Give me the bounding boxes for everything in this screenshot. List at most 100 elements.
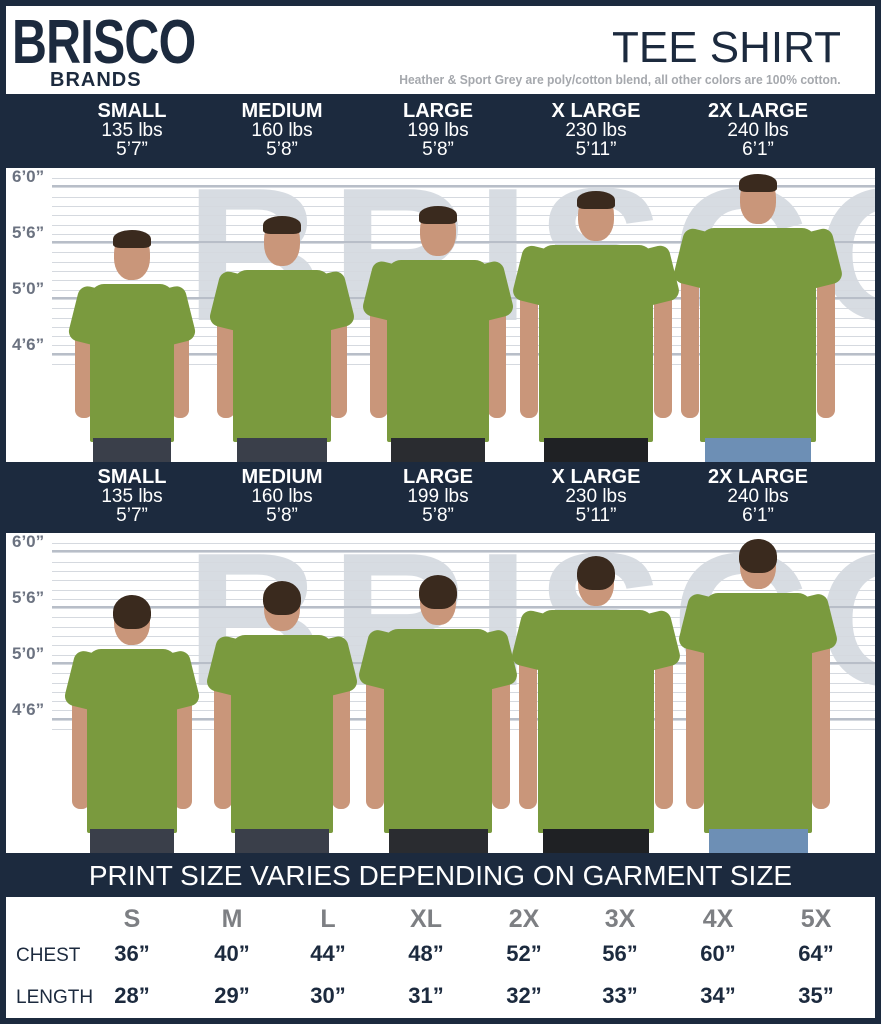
measurement-cell: 40” [214,941,250,966]
ruler-major-line [52,241,875,243]
measurement-cell: 64” [798,941,834,966]
hair [419,575,457,609]
size-header: XL [410,905,442,933]
tee-shirt [704,593,812,833]
arm [216,308,235,418]
model-size-label: 2X LARGE 240 lbs 6’1” [683,101,833,160]
ruler-line [52,206,875,207]
tee-shirt [384,629,492,833]
model-height: 6’1” [742,505,774,526]
ruler-line [52,562,875,563]
header: BRISCO BRANDS TEE SHIRT Heather & Sport … [6,6,875,94]
size-header: S [123,905,141,933]
hair [419,206,457,224]
model-weight: 240 lbs [727,120,789,141]
tee-shirt [538,610,654,833]
measurement-cell: 60” [700,941,736,966]
arm [812,631,830,809]
size-name: 2X LARGE [707,466,809,488]
size-name: LARGE [403,466,473,488]
brisco-brands-logo: BRISCO BRANDS [12,12,196,92]
measurement-cell: 36” [114,941,150,966]
pants [543,829,649,853]
hair [113,595,151,629]
arm [71,687,90,809]
arm [520,283,539,418]
size-name: X LARGE [551,466,641,488]
ruler-line [52,627,875,628]
hair [577,556,615,590]
arm [488,298,507,418]
pants [235,829,329,853]
size-header: 5X [800,905,832,933]
measurement-cell: 29” [214,983,250,1008]
arm [170,322,189,418]
ruler-line [52,187,875,188]
ruler-line [52,243,875,244]
measurement-cell: 44” [310,941,346,966]
model-figure [360,206,516,462]
arm [519,648,538,809]
pants [388,829,488,853]
model-height: 6’1” [742,139,774,160]
ruler-line [52,580,875,581]
ruler-line [52,590,875,591]
hair [739,539,777,573]
hair [113,230,151,248]
model-weight: 135 lbs [101,486,163,507]
ruler-line [52,178,875,179]
model-figure [676,539,840,853]
ruler-line [52,617,875,618]
pants [705,438,811,462]
model-weight: 199 lbs [407,486,469,507]
size-name: SMALL [97,100,167,122]
arm [653,283,672,418]
model-height: 5’8” [422,139,454,160]
model-weight: 199 lbs [407,120,469,141]
model-height: 5’7” [116,139,148,160]
measurement-cell: 28” [114,983,150,1008]
ruler-label: 4’6” [12,335,45,354]
pants [391,438,485,462]
tee-shirt [700,228,816,442]
model-size-label: X LARGE 230 lbs 5’11” [521,466,671,525]
measurement-cell: 35” [798,983,834,1008]
logo-text-top: BRISCO [12,8,196,77]
ruler-label: 5’6” [12,223,45,242]
tee-shirt [386,260,490,442]
size-header: L [320,905,336,933]
measurement-cell: 48” [408,941,444,966]
model-weight: 240 lbs [727,486,789,507]
model-figure [510,191,682,462]
model-size-label: 2X LARGE 240 lbs 6’1” [683,466,833,526]
size-name: MEDIUM [241,466,323,488]
ruler-line [52,215,875,216]
arm [329,308,348,418]
model-size-label: MEDIUM 160 lbs 5’8” [207,466,357,525]
page-title: TEE SHIRT [611,23,841,72]
size-header: 3X [604,905,636,933]
model-size-label: SMALL 135 lbs 5’7” [57,100,207,160]
model-height: 5’8” [266,139,298,160]
pants [90,829,174,853]
measurement-cell: 34” [700,983,736,1008]
model-figure [66,230,198,462]
model-weight: 230 lbs [565,120,627,141]
ruler-label: 6’0” [12,533,45,551]
ruler-line [52,252,875,253]
ruler-line [52,225,875,226]
ruler-label: 5’0” [12,644,45,663]
fabric-note: Heather & Sport Grey are poly/cotton ble… [399,72,841,87]
ruler-line [52,234,875,235]
arm [681,266,700,418]
tee-shirt [89,284,175,442]
row-label: LENGTH [16,987,94,1008]
tee-shirt [230,635,334,833]
model-figure [207,216,357,462]
tee-shirt [233,270,331,442]
measurement-cell: 32” [506,983,542,1008]
model-size-label: LARGE 199 lbs 5’8” [363,466,513,525]
ruler-line [52,599,875,600]
hair [577,191,615,209]
pants [237,438,327,462]
